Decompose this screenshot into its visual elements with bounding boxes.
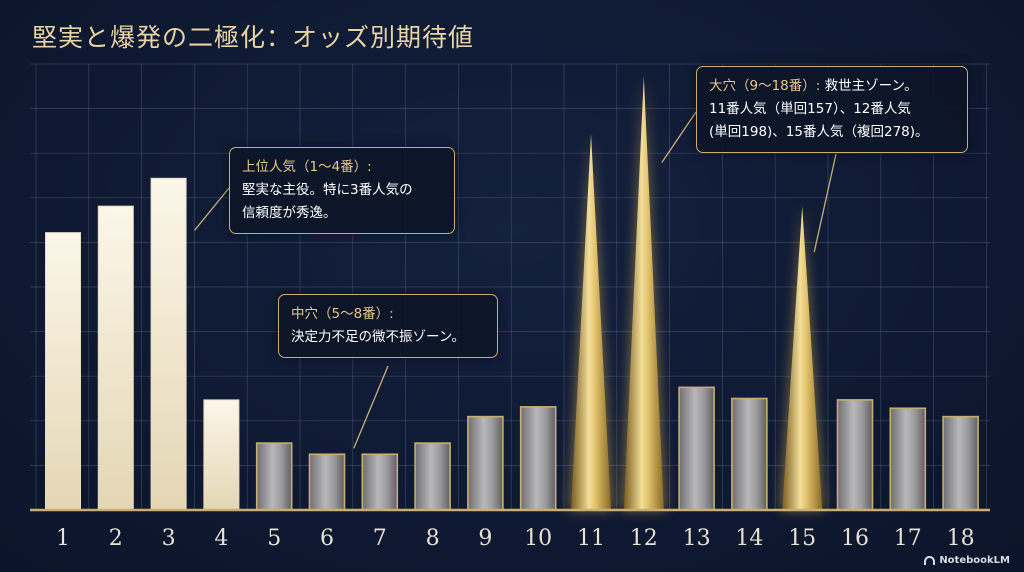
notebooklm-logo-icon <box>924 556 936 565</box>
bar-14 <box>731 397 768 511</box>
x-tick-1: 1 <box>56 526 70 551</box>
brand-badge: NotebookLM <box>924 555 1010 566</box>
x-tick-labels: 1 2 3 4 5 6 7 8 9 10 11 12 13 14 15 16 17 18 <box>56 526 975 551</box>
callout-top-heading: 上位人気（1〜4番）: <box>242 159 372 175</box>
x-tick-10: 10 <box>524 526 552 551</box>
brand-label: NotebookLM <box>939 555 1010 566</box>
callout-mid-heading: 中穴（5〜8番）: <box>291 306 394 322</box>
callout-top-line-2: 信頼度が秀逸。 <box>242 205 337 221</box>
callout-mid-range: 中穴（5〜8番）: 決定力不足の微不振ゾーン。 <box>278 294 498 358</box>
x-tick-14: 14 <box>735 526 763 551</box>
callout-long-heading: 大穴（9〜18番）: <box>709 78 821 94</box>
x-tick-5: 5 <box>267 526 281 551</box>
x-tick-4: 4 <box>214 526 228 551</box>
leader-line-4 <box>813 153 837 253</box>
bar-4 <box>203 399 240 511</box>
x-tick-16: 16 <box>841 526 869 551</box>
bar-2 <box>97 205 134 511</box>
chart-title: 堅実と爆発の二極化：オッズ別期待値 <box>32 23 475 52</box>
x-tick-9: 9 <box>478 526 492 551</box>
callout-long-line-1: 11番人気（単回157）、12番人気 <box>709 101 911 117</box>
bar-13 <box>678 386 715 511</box>
x-tick-11: 11 <box>577 526 605 551</box>
bar-18 <box>942 415 979 511</box>
callout-top-favorites: 上位人気（1〜4番）: 堅実な主役。特に3番人気の 信頼度が秀逸。 <box>229 147 455 234</box>
bar-16 <box>836 399 874 511</box>
x-tick-6: 6 <box>320 526 334 551</box>
callout-longshots: 大穴（9〜18番）: 救世主ゾーン。 11番人気（単回157）、12番人気 (単… <box>696 66 968 153</box>
callout-mid-line-1: 決定力不足の微不振ゾーン。 <box>291 329 466 345</box>
bar-6 <box>308 453 346 511</box>
bar-11 <box>571 133 611 510</box>
leader-line-3 <box>661 111 697 163</box>
leader-lines <box>194 111 837 449</box>
bars-group <box>45 76 979 511</box>
x-tick-8: 8 <box>426 526 440 551</box>
x-tick-2: 2 <box>109 526 123 551</box>
x-tick-17: 17 <box>894 526 922 551</box>
x-tick-13: 13 <box>683 526 711 551</box>
bar-10 <box>519 406 557 511</box>
x-tick-7: 7 <box>373 526 387 551</box>
bar-1 <box>45 232 81 511</box>
x-tick-18: 18 <box>947 526 975 551</box>
callout-long-heading-rest: 救世主ゾーン。 <box>824 78 918 94</box>
bar-7 <box>361 453 399 511</box>
leader-line-1 <box>194 187 230 231</box>
bar-12 <box>623 76 664 510</box>
x-tick-15: 15 <box>788 526 816 551</box>
callout-long-line-2: (単回198)、15番人気（複回278)。 <box>709 124 929 140</box>
x-tick-3: 3 <box>162 526 176 551</box>
bar-9 <box>467 415 504 511</box>
bar-3 <box>150 177 187 511</box>
bar-17 <box>889 407 927 511</box>
leader-line-2 <box>353 365 389 449</box>
x-tick-12: 12 <box>630 526 658 551</box>
bar-15 <box>782 206 823 510</box>
bar-8 <box>414 442 451 511</box>
callout-top-line-1: 堅実な主役。特に3番人気の <box>242 182 413 198</box>
bar-5 <box>255 442 293 511</box>
